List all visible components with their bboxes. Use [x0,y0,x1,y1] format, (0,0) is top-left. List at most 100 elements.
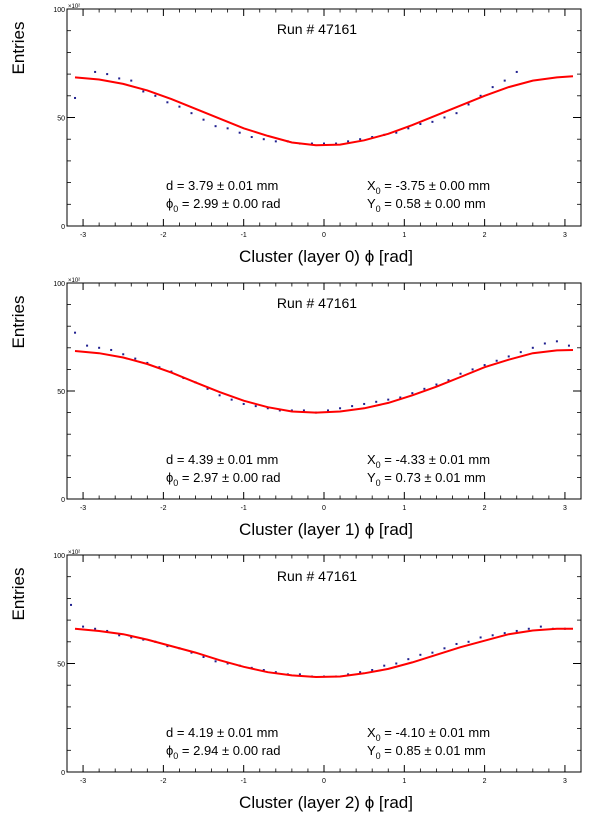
x0-value: = -4.33 ± 0.01 mm [381,452,490,467]
data-point [531,346,534,349]
phi-value: = 2.99 ± 0.00 rad [178,196,280,211]
data-point [407,658,410,661]
x-symbol: X [367,178,376,193]
x-tick-label: 3 [563,232,567,239]
y-symbol: Y [367,470,376,485]
data-point [94,70,97,73]
data-point [250,136,253,139]
y0-value: = 0.85 ± 0.01 mm [381,743,486,758]
y0-value: = 0.58 ± 0.00 mm [381,196,486,211]
y-axis-label: Entries [9,568,28,621]
fit-result-phi0: ϕ0 = 2.99 ± 0.00 rad [166,196,280,214]
x0-value: = -3.75 ± 0.00 mm [381,178,490,193]
data-point [118,634,121,637]
data-point [134,357,137,360]
data-point [411,392,414,395]
fit-result-y0: Y0 = 0.73 ± 0.01 mm [367,470,486,488]
data-point [178,105,181,108]
fit-result-phi0: ϕ0 = 2.94 ± 0.00 rad [166,743,280,761]
data-point [298,673,301,676]
data-point [495,359,498,362]
data-point [567,344,570,347]
fit-curve [74,349,574,414]
y-tick-label: 0 [61,770,65,777]
data-point [447,379,450,382]
fit-result-phi0: ϕ0 = 2.97 ± 0.00 rad [166,470,280,488]
data-point [142,90,145,93]
data-point [443,647,446,650]
phi-symbol: ϕ [166,470,173,485]
data-point [274,671,277,674]
data-point [479,636,482,639]
fit-result-x0: X0 = -3.75 ± 0.00 mm [367,178,490,196]
x-tick-label: 2 [483,505,487,512]
x-tick-label: -1 [241,232,247,239]
data-point [423,387,426,390]
data-point [351,405,354,408]
data-point [371,669,374,672]
data-point [218,394,221,397]
data-point [455,112,458,115]
data-point [395,131,398,134]
data-point [431,120,434,123]
x-tick-label: 0 [322,505,326,512]
phi-subscript: 0 [173,478,178,488]
data-point [70,603,73,606]
x-tick-label: -1 [241,505,247,512]
data-point [419,653,422,656]
data-point [455,642,458,645]
data-point [206,387,209,390]
data-point [266,407,269,410]
fit-curve [74,75,574,147]
data-point [359,671,362,674]
data-point [479,94,482,97]
data-point [242,402,245,405]
data-point [82,625,85,628]
x-tick-label: -2 [160,232,166,239]
data-point [118,77,121,80]
data-point [363,402,366,405]
x-tick-label: 3 [563,505,567,512]
data-point [507,355,510,358]
x-tick-label: -1 [241,778,247,785]
x-tick-label: 0 [322,778,326,785]
phi-symbol: ϕ [166,196,173,211]
x0-subscript: 0 [376,733,381,743]
y0-subscript: 0 [376,751,381,761]
x-tick-label: 2 [483,778,487,785]
y-tick-label-top: 100 [53,553,65,560]
data-point [327,409,330,412]
data-point [515,70,518,73]
data-point [238,131,241,134]
x-tick-label: 1 [402,778,406,785]
y-axis-label: Entries [9,22,28,75]
chart-panel-1: -3 -2 -1 0 1 2 3 0 50 100 ×10² Entries Cluster (laye… [9,278,582,539]
x-tick-label: 2 [483,232,487,239]
phi-value: = 2.97 ± 0.00 rad [178,470,280,485]
data-point [387,398,390,401]
x0-subscript: 0 [376,186,381,196]
x-tick-label: -3 [80,778,86,785]
x0-value: = -4.10 ± 0.01 mm [381,725,490,740]
data-point [190,651,193,654]
data-point [262,669,265,672]
data-point [383,664,386,667]
y0-value: = 0.73 ± 0.01 mm [381,470,486,485]
data-point [539,625,542,628]
fit-result-x0: X0 = -4.10 ± 0.01 mm [367,725,490,743]
data-point [158,366,161,369]
y-tick-label: 50 [57,662,65,669]
fit-result-y0: Y0 = 0.58 ± 0.00 mm [367,196,486,214]
x-symbol: X [367,452,376,467]
data-point [347,140,350,143]
data-point [74,331,77,334]
x-tick-label: 1 [402,232,406,239]
x-symbol: X [367,725,376,740]
data-point [335,142,338,145]
data-point [86,344,89,347]
y-tick-label: 50 [57,116,65,123]
data-point [347,673,350,676]
data-point [130,79,133,82]
data-point [443,116,446,119]
